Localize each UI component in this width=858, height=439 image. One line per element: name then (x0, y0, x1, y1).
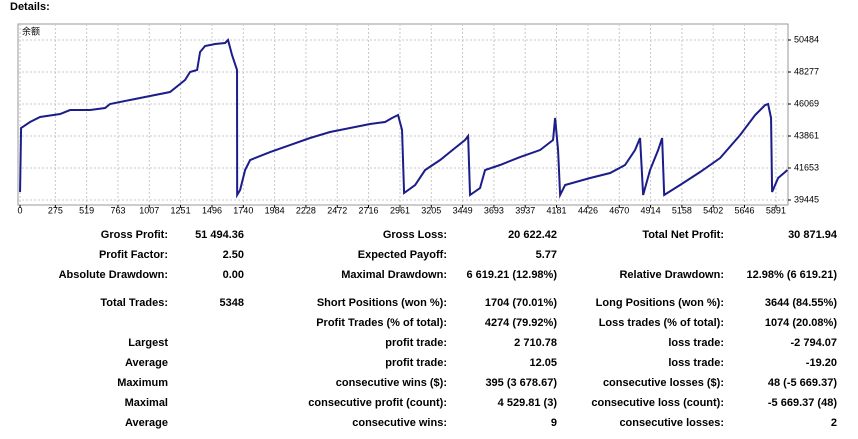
x-tick-label: 763 (110, 205, 125, 215)
stat-label: Total Trades: (100, 297, 168, 309)
y-tick-label: 50484 (794, 34, 819, 44)
stat-label: Maximal Drawdown: (341, 269, 447, 281)
x-tick-label: 519 (79, 205, 94, 215)
stat-value: 12.05 (529, 357, 557, 369)
stat-label: Maximal (125, 397, 168, 409)
stat-label: loss trade: (668, 337, 724, 349)
x-tick-label: 2961 (390, 205, 410, 215)
x-tick-label: 4914 (641, 205, 661, 215)
stat-label: Gross Profit: (101, 229, 168, 241)
x-tick-label: 1984 (265, 205, 285, 215)
header: Details: (10, 1, 50, 13)
stat-value: 20 622.42 (508, 229, 557, 241)
x-tick-label: 2228 (296, 205, 316, 215)
x-tick-label: 3937 (515, 205, 535, 215)
stat-label: Maximum (117, 377, 168, 389)
x-tick-label: 2472 (327, 205, 347, 215)
stat-label: consecutive loss (count): (591, 397, 724, 409)
stat-label: Average (125, 357, 168, 369)
x-tick-label: 1251 (171, 205, 191, 215)
stat-value: 395 (3 678.67) (485, 377, 557, 389)
stat-value: -5 669.37 (48) (768, 397, 837, 409)
x-tick-label: 3449 (453, 205, 473, 215)
stat-value: 9 (551, 417, 557, 429)
stat-value: 51 494.36 (195, 229, 244, 241)
stat-label: Profit Trades (% of total): (316, 317, 447, 329)
stat-value: 4 529.81 (3) (498, 397, 558, 409)
balance-line (19, 38, 789, 199)
stat-value: -2 794.07 (791, 337, 837, 349)
stat-label: Largest (128, 337, 168, 349)
stat-label: consecutive losses: (619, 417, 724, 429)
stat-label: Relative Drawdown: (619, 269, 724, 281)
stat-label: Expected Payoff: (358, 249, 447, 261)
stat-label: profit trade: (385, 337, 447, 349)
x-tick-label: 1496 (202, 205, 222, 215)
stat-value: 30 871.94 (788, 229, 838, 241)
stat-label: Average (125, 417, 168, 429)
stat-label: loss trade: (668, 357, 724, 369)
stat-value: 2 (831, 417, 837, 429)
x-tick-label: 5891 (766, 205, 786, 215)
x-tick-label: 5402 (703, 205, 723, 215)
stat-value: 5348 (220, 297, 244, 309)
x-tick-label: 5158 (672, 205, 692, 215)
stat-value: 5.77 (536, 249, 557, 261)
stat-label: Gross Loss: (383, 229, 447, 241)
stat-label: consecutive wins ($): (336, 377, 447, 389)
stat-label: Long Positions (won %): (596, 297, 724, 309)
stat-value: 48 (-5 669.37) (768, 377, 837, 389)
x-tick-label: 4181 (547, 205, 567, 215)
stat-value: 0.00 (223, 269, 244, 281)
x-tick-label: 4670 (609, 205, 629, 215)
stat-value: 2.50 (223, 249, 244, 261)
stat-value: 2 710.78 (514, 337, 557, 349)
x-tick-label: 5646 (734, 205, 754, 215)
stat-label: Absolute Drawdown: (59, 269, 168, 281)
y-tick-label: 46069 (794, 98, 819, 108)
x-tick-label: 0 (18, 205, 23, 215)
stat-label: Total Net Profit: (642, 229, 724, 241)
stat-label: profit trade: (385, 357, 447, 369)
stat-label: Short Positions (won %): (317, 297, 447, 309)
y-tick-label: 41653 (794, 162, 819, 172)
stat-label: consecutive profit (count): (308, 397, 447, 409)
stat-value: 12.98% (6 619.21) (746, 269, 837, 281)
stat-value: 6 619.21 (12.98%) (466, 269, 557, 281)
x-tick-label: 275 (48, 205, 63, 215)
stat-value: -19.20 (806, 357, 837, 369)
x-tick-label: 3205 (421, 205, 441, 215)
stat-label: consecutive wins: (352, 417, 447, 429)
x-tick-label: 4426 (578, 205, 598, 215)
stat-value: 1074 (20.08%) (765, 317, 837, 329)
stat-value: 3644 (84.55%) (765, 297, 837, 309)
stat-value: 4274 (79.92%) (485, 317, 557, 329)
stat-label: Loss trades (% of total): (599, 317, 724, 329)
y-tick-label: 48277 (794, 66, 819, 76)
stat-value: 1704 (70.01%) (485, 297, 557, 309)
chart-title: 余额 (22, 25, 40, 36)
y-tick-label: 39445 (794, 194, 819, 204)
stat-label: Profit Factor: (99, 249, 168, 261)
x-tick-label: 3693 (484, 205, 504, 215)
x-tick-label: 1740 (233, 205, 253, 215)
stat-label: consecutive losses ($): (603, 377, 724, 389)
x-tick-label: 2716 (359, 205, 379, 215)
x-tick-label: 1007 (139, 205, 159, 215)
y-tick-label: 43861 (794, 130, 819, 140)
